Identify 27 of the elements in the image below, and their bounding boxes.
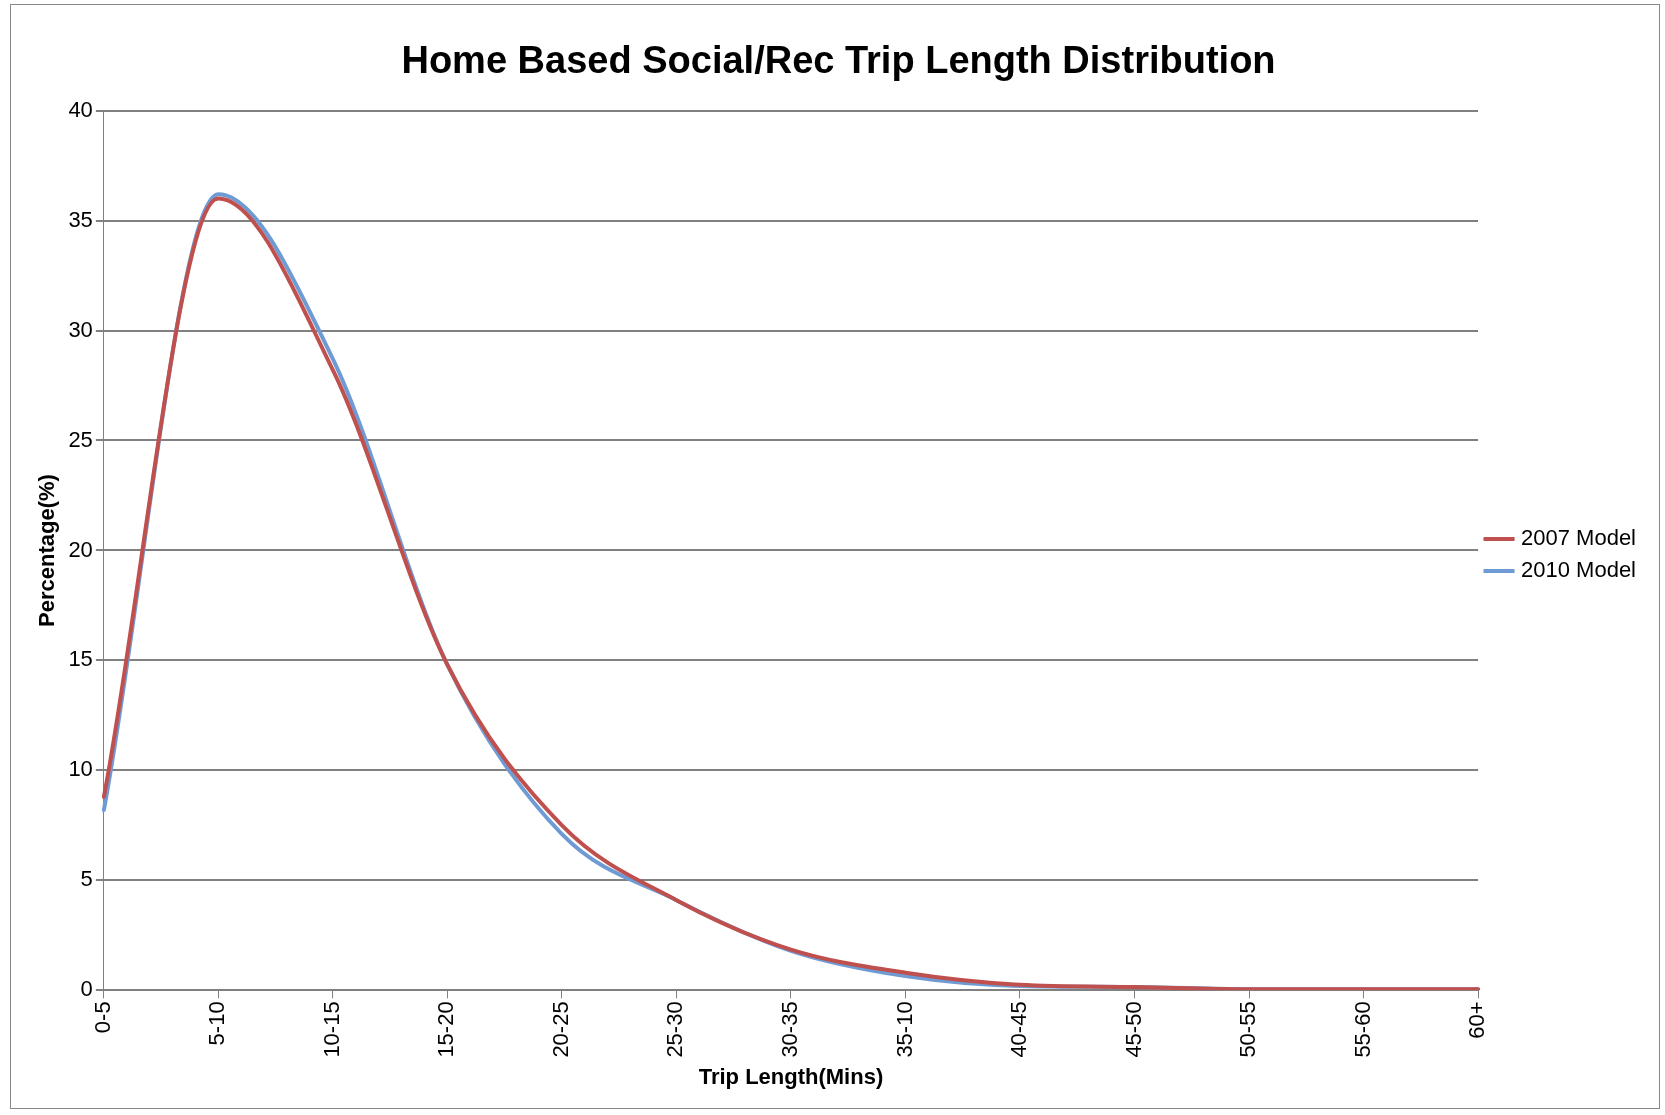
chart-title: Home Based Social/Rec Trip Length Distribution — [401, 39, 1276, 82]
x-tick-label: 40-45 — [1006, 1001, 1032, 1058]
y-tick-label: 20 — [68, 536, 93, 562]
x-tick-label: 60+ — [1464, 1001, 1490, 1039]
legend-label: 2010 Model — [1521, 557, 1637, 583]
y-tick-label: 5 — [80, 866, 93, 892]
legend-label: 2007 Model — [1521, 525, 1637, 551]
y-tick-label: 15 — [68, 646, 93, 672]
y-axis-title: Percentage(%) — [34, 474, 60, 627]
x-tick-label: 5-10 — [204, 1001, 230, 1046]
x-tick-label: 15-20 — [433, 1001, 459, 1058]
y-tick-label: 10 — [68, 756, 93, 782]
x-tick-label: 35-10 — [891, 1001, 917, 1058]
x-tick-label: 50-55 — [1235, 1001, 1261, 1058]
y-tick-label: 25 — [68, 426, 93, 452]
x-tick-label: 30-35 — [777, 1001, 803, 1058]
x-tick-label: 55-60 — [1349, 1001, 1375, 1058]
y-tick-label: 30 — [68, 316, 93, 342]
y-tick-label: 0 — [80, 976, 93, 1002]
y-tick-label: 35 — [68, 206, 93, 232]
x-tick-label: 20-25 — [547, 1001, 573, 1058]
x-tick-label: 45-50 — [1120, 1001, 1146, 1058]
x-tick-label: 25-30 — [662, 1001, 688, 1058]
x-axis-title: Trip Length(Mins) — [698, 1063, 884, 1089]
x-tick-label: 10-15 — [318, 1001, 344, 1058]
x-tick-label: 0-5 — [89, 1001, 115, 1034]
y-tick-label: 40 — [68, 96, 93, 122]
